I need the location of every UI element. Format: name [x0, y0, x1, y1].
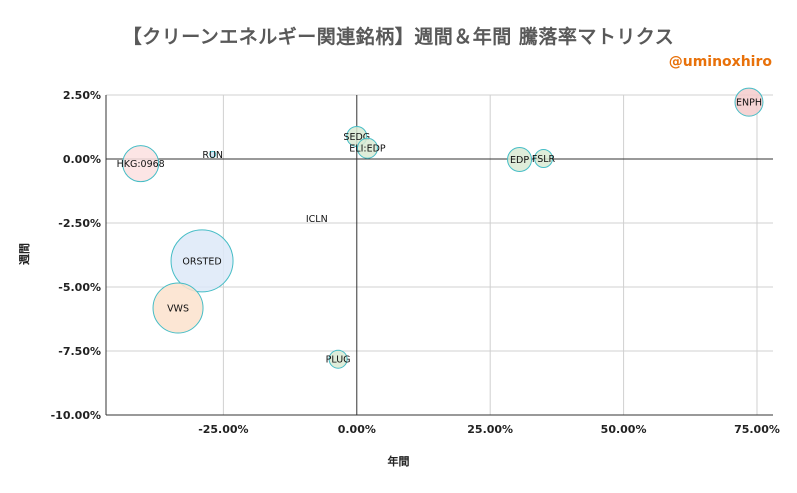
- bubble-label: HKG:0968: [117, 159, 165, 170]
- x-tick-label: -25.00%: [198, 423, 248, 436]
- bubble-vws: VWS: [152, 282, 204, 334]
- bubble-circle: [534, 148, 554, 168]
- bubble-label: EDP: [510, 155, 529, 166]
- y-tick-label: 2.50%: [63, 89, 101, 102]
- bubble-circle: [152, 282, 204, 334]
- bubble-plug: PLUG: [326, 349, 351, 369]
- bubble-icln: ICLN: [306, 214, 328, 225]
- x-axis-title: 年間: [387, 455, 410, 468]
- bubble-label: SEDG: [343, 132, 370, 143]
- y-tick-label: 0.00%: [63, 153, 101, 166]
- bubble-label: VWS: [167, 303, 189, 314]
- bubble-label: RUN: [202, 150, 223, 161]
- x-tick-label: 25.00%: [467, 423, 513, 436]
- tick-labels: -25.00% 0.00% 25.00% 50.00% 75.00% 2.50% 0.00%…: [51, 89, 780, 436]
- bubble-orsted: ORSTED: [170, 229, 234, 293]
- author-handle: @uminoxhiro: [668, 54, 772, 70]
- bubble-circle: [122, 145, 160, 183]
- chart-title: 【クリーンエネルギー関連銘柄】週間＆年間 騰落率マトリクス: [122, 26, 675, 48]
- bubble-circle: [209, 150, 217, 158]
- bubble-circle: [328, 349, 348, 369]
- bubble-edp: EDP: [507, 147, 533, 173]
- bubble-eli-edp: ELI:EDP: [349, 137, 386, 159]
- bubble-circle: [734, 87, 764, 117]
- y-axis-title: 週間: [18, 243, 31, 265]
- x-tick-label: 75.00%: [734, 423, 780, 436]
- bubble-label: PLUG: [326, 355, 351, 366]
- bubble-run: RUN: [202, 150, 223, 161]
- bubble-circle: [507, 147, 533, 173]
- bubble-hkg-0968: HKG:0968: [117, 145, 165, 183]
- bubble-fslr: FSLR: [532, 148, 556, 168]
- axes: [105, 95, 773, 416]
- bubble-label: ELI:EDP: [349, 144, 386, 155]
- bubble-label: ORSTED: [182, 256, 221, 267]
- x-tick-label: 50.00%: [601, 423, 647, 436]
- y-tick-label: -2.50%: [58, 217, 101, 230]
- bubble-label: FSLR: [532, 154, 556, 165]
- y-tick-label: -10.00%: [51, 409, 101, 422]
- bubble-circle: [356, 137, 378, 159]
- bubble-enph: ENPH: [734, 87, 764, 117]
- x-tick-label: 0.00%: [338, 423, 376, 436]
- bubble-label: ENPH: [736, 98, 762, 109]
- y-tick-label: -7.50%: [58, 345, 101, 358]
- bubble-circle: [170, 229, 234, 293]
- y-tick-label: -5.00%: [58, 281, 101, 294]
- bubble-label: ICLN: [306, 214, 328, 225]
